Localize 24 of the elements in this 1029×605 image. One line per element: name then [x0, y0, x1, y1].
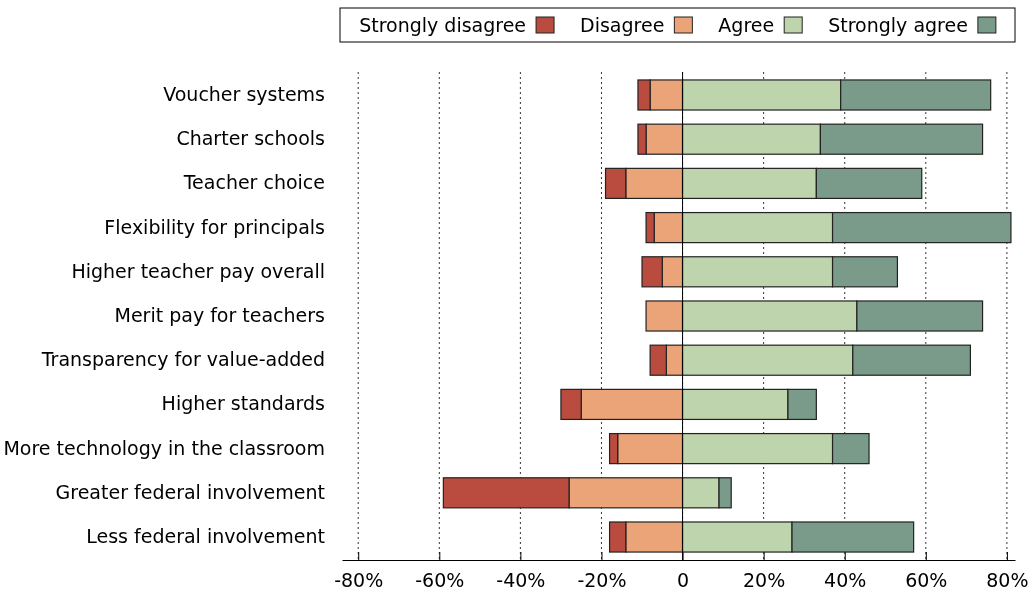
- y-tick-label: Flexibility for principals: [104, 215, 325, 238]
- y-tick-label: Transparency for value-added: [40, 348, 325, 371]
- y-tick-label: Voucher systems: [163, 83, 325, 106]
- legend-label: Strongly agree: [828, 13, 968, 36]
- x-tick-label: -20%: [577, 569, 627, 592]
- x-tick-label: 40%: [824, 569, 867, 592]
- x-tick-label: 20%: [743, 569, 786, 592]
- y-tick-label: Merit pay for teachers: [114, 304, 325, 327]
- y-tick-label: More technology in the classroom: [3, 436, 325, 459]
- legend-label: Strongly disagree: [359, 13, 527, 36]
- x-tick-label: 80%: [986, 569, 1029, 592]
- y-tick-label: Teacher choice: [182, 171, 325, 194]
- y-tick-label: Higher teacher pay overall: [71, 259, 325, 282]
- y-tick-label: Less federal involvement: [86, 525, 325, 548]
- x-tick-label: -60%: [415, 569, 465, 592]
- legend-label: Agree: [718, 13, 775, 36]
- y-tick-label: Charter schools: [176, 127, 325, 150]
- x-tick-label: 60%: [905, 569, 948, 592]
- y-tick-label: Greater federal involvement: [55, 480, 325, 503]
- y-tick-label: Higher standards: [161, 392, 325, 415]
- x-tick-label: -40%: [496, 569, 546, 592]
- x-tick-label: -80%: [334, 569, 384, 592]
- legend-label: Disagree: [580, 13, 665, 36]
- x-tick-label: 0: [677, 569, 690, 592]
